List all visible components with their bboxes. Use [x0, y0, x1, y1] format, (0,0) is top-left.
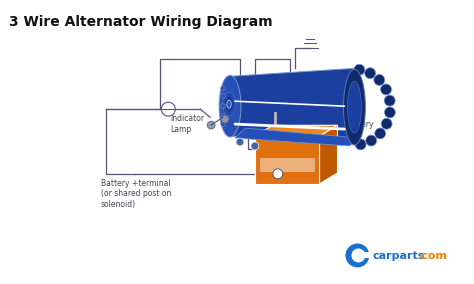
Text: Battery +terminal
(or shared post on
solenoid): Battery +terminal (or shared post on sol…	[100, 179, 171, 209]
Ellipse shape	[219, 75, 241, 137]
Circle shape	[221, 115, 229, 123]
Polygon shape	[319, 125, 337, 184]
Ellipse shape	[384, 95, 395, 106]
Text: Battery: Battery	[295, 139, 323, 149]
Ellipse shape	[347, 81, 361, 133]
Ellipse shape	[384, 107, 395, 118]
Text: .com: .com	[418, 251, 448, 262]
Text: carparts: carparts	[373, 251, 425, 262]
Ellipse shape	[381, 84, 392, 95]
Circle shape	[236, 138, 244, 146]
Circle shape	[220, 86, 226, 91]
Ellipse shape	[225, 96, 233, 112]
Circle shape	[220, 122, 226, 127]
Ellipse shape	[375, 128, 386, 139]
Ellipse shape	[365, 68, 375, 79]
Ellipse shape	[344, 69, 365, 145]
Polygon shape	[230, 68, 355, 144]
Circle shape	[220, 94, 226, 99]
Ellipse shape	[355, 139, 366, 150]
Polygon shape	[255, 125, 337, 136]
Text: Indicator
Lamp: Indicator Lamp	[170, 114, 204, 133]
Polygon shape	[255, 136, 319, 184]
Circle shape	[161, 102, 175, 116]
Polygon shape	[235, 128, 359, 146]
Ellipse shape	[227, 100, 231, 108]
Circle shape	[351, 248, 365, 262]
Text: +Side of the Battery: +Side of the Battery	[295, 120, 373, 129]
Ellipse shape	[366, 135, 377, 146]
Polygon shape	[260, 158, 315, 172]
Polygon shape	[358, 252, 371, 258]
Text: Switch: Switch	[228, 126, 254, 135]
Circle shape	[346, 243, 369, 267]
Circle shape	[220, 104, 226, 109]
Circle shape	[207, 121, 215, 129]
Circle shape	[220, 114, 226, 119]
Circle shape	[273, 169, 283, 179]
Circle shape	[251, 142, 259, 150]
Ellipse shape	[354, 64, 365, 75]
Text: 3 Wire Alternator Wiring Diagram: 3 Wire Alternator Wiring Diagram	[9, 14, 273, 29]
Ellipse shape	[381, 118, 392, 129]
Text: Alternator: Alternator	[315, 94, 354, 103]
Ellipse shape	[374, 74, 385, 85]
Ellipse shape	[222, 92, 236, 116]
